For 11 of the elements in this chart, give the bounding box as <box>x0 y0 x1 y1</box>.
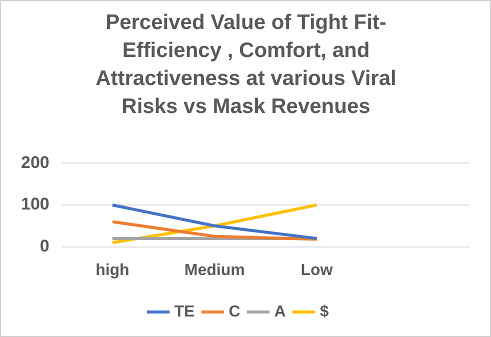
legend-label: A <box>274 303 286 320</box>
chart-title: Perceived Value of Tight Fit-Efficiency , Comfort, and Attractiveness at various Viral Risks vs Mask Revenues <box>94 10 398 120</box>
y-tick-label: 200 <box>20 152 50 172</box>
legend-label: TE <box>174 303 196 320</box>
legend-label: C <box>228 303 241 320</box>
x-tick-label: Medium <box>184 262 245 279</box>
y-tick-label: 0 <box>40 236 50 256</box>
y-tick-label: 100 <box>20 194 50 214</box>
x-tick-label: high <box>96 262 130 279</box>
legend-label: $ <box>320 303 329 320</box>
x-tick-label: Low <box>300 262 334 279</box>
